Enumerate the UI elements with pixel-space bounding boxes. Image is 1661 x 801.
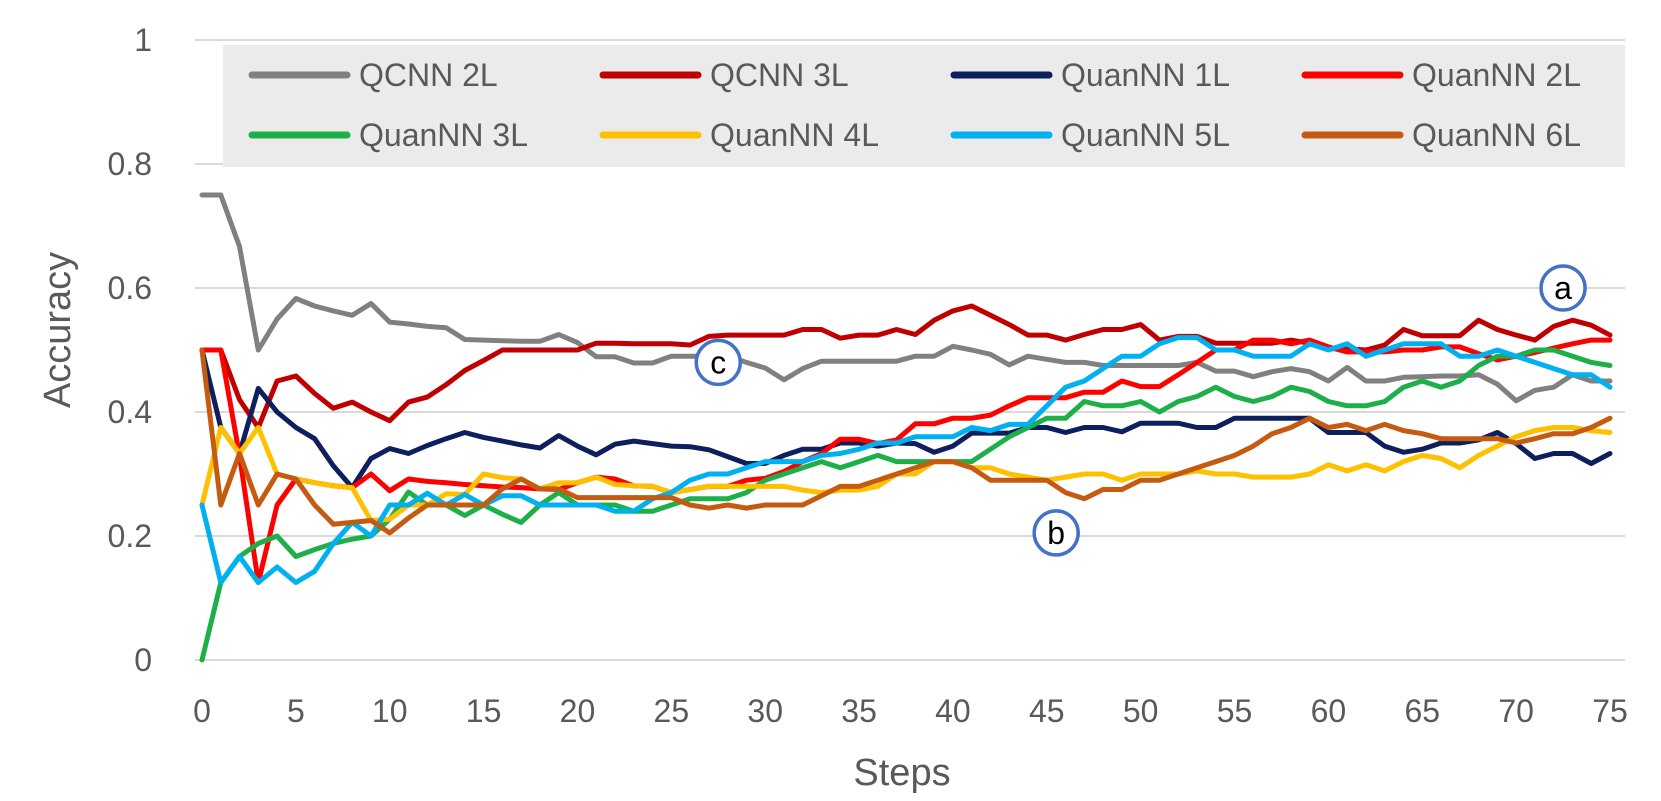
legend-item: QuanNN 2L [1301,57,1581,93]
annotation-a: a [1539,264,1587,312]
y-axis-ticks: 0 0.2 0.4 0.6 0.8 1 [108,22,152,678]
legend-label: QuanNN 3L [359,117,528,153]
legend-box [223,45,1625,167]
x-tick-label: 40 [935,693,971,729]
x-tick-label: 15 [466,693,502,729]
legend-label: QuanNN 6L [1412,117,1581,153]
legend-item: QuanNN 1L [950,57,1230,93]
annotation-b: b [1032,509,1080,557]
legend-label: QuanNN 4L [710,117,879,153]
y-tick-label: 0.2 [108,518,152,554]
legend-item: QuanNN 3L [248,117,528,153]
x-axis-title: Steps [853,752,950,794]
x-tick-label: 20 [560,693,596,729]
y-tick-label: 0 [134,642,152,678]
x-tick-label: 35 [841,693,877,729]
legend-label: QuanNN 1L [1061,57,1230,93]
y-tick-label: 0.8 [108,146,152,182]
annotation-circle [1539,264,1587,312]
annotation-label: a [1554,270,1572,306]
legend-item: QuanNN 5L [950,117,1230,153]
x-tick-label: 55 [1217,693,1253,729]
legend-item: QCNN 2L [248,57,498,93]
series-lines [199,192,1613,663]
legend-item: QuanNN 6L [1301,117,1581,153]
annotation-circle [1032,509,1080,557]
x-tick-label: 45 [1029,693,1065,729]
annotations: a b c [694,264,1587,557]
x-tick-label: 60 [1311,693,1347,729]
x-axis-ticks: 0 5 10 15 20 25 30 35 40 45 50 55 60 65 70 75 [193,693,1628,729]
legend-label: QCNN 3L [710,57,849,93]
y-tick-label: 0.6 [108,270,152,306]
legend-item: QCNN 3L [599,57,849,93]
series-line-quannn-1l [199,347,1613,491]
x-tick-label: 65 [1404,693,1440,729]
legend: QCNN 2L QCNN 3L QuanNN 1L QuanNN 2L QuanNN 3… [248,57,1581,153]
x-tick-label: 5 [287,693,305,729]
x-tick-label: 75 [1592,693,1628,729]
y-tick-label: 0.4 [108,394,152,430]
annotation-label: b [1047,515,1065,551]
annotation-label: c [710,344,726,380]
legend-label: QuanNN 5L [1061,117,1230,153]
y-tick-label: 1 [134,22,152,58]
x-tick-label: 0 [193,693,211,729]
legend-background [223,45,1625,167]
x-tick-label: 70 [1498,693,1534,729]
series-line-quannn-6l [199,347,1613,536]
annotation-c: c [694,338,743,387]
y-axis-title: Accuracy [37,252,79,408]
legend-label: QCNN 2L [359,57,498,93]
series-line-qcnn-2l [199,192,1613,404]
x-tick-label: 10 [372,693,408,729]
annotation-circle [694,338,743,387]
legend-item: QuanNN 4L [599,117,879,153]
series-line-quannn-5l [199,335,1613,585]
x-tick-label: 25 [654,693,690,729]
series-line-qcnn-3l [199,303,1613,430]
x-tick-label: 50 [1123,693,1159,729]
legend-label: QuanNN 2L [1412,57,1581,93]
x-tick-label: 30 [747,693,783,729]
